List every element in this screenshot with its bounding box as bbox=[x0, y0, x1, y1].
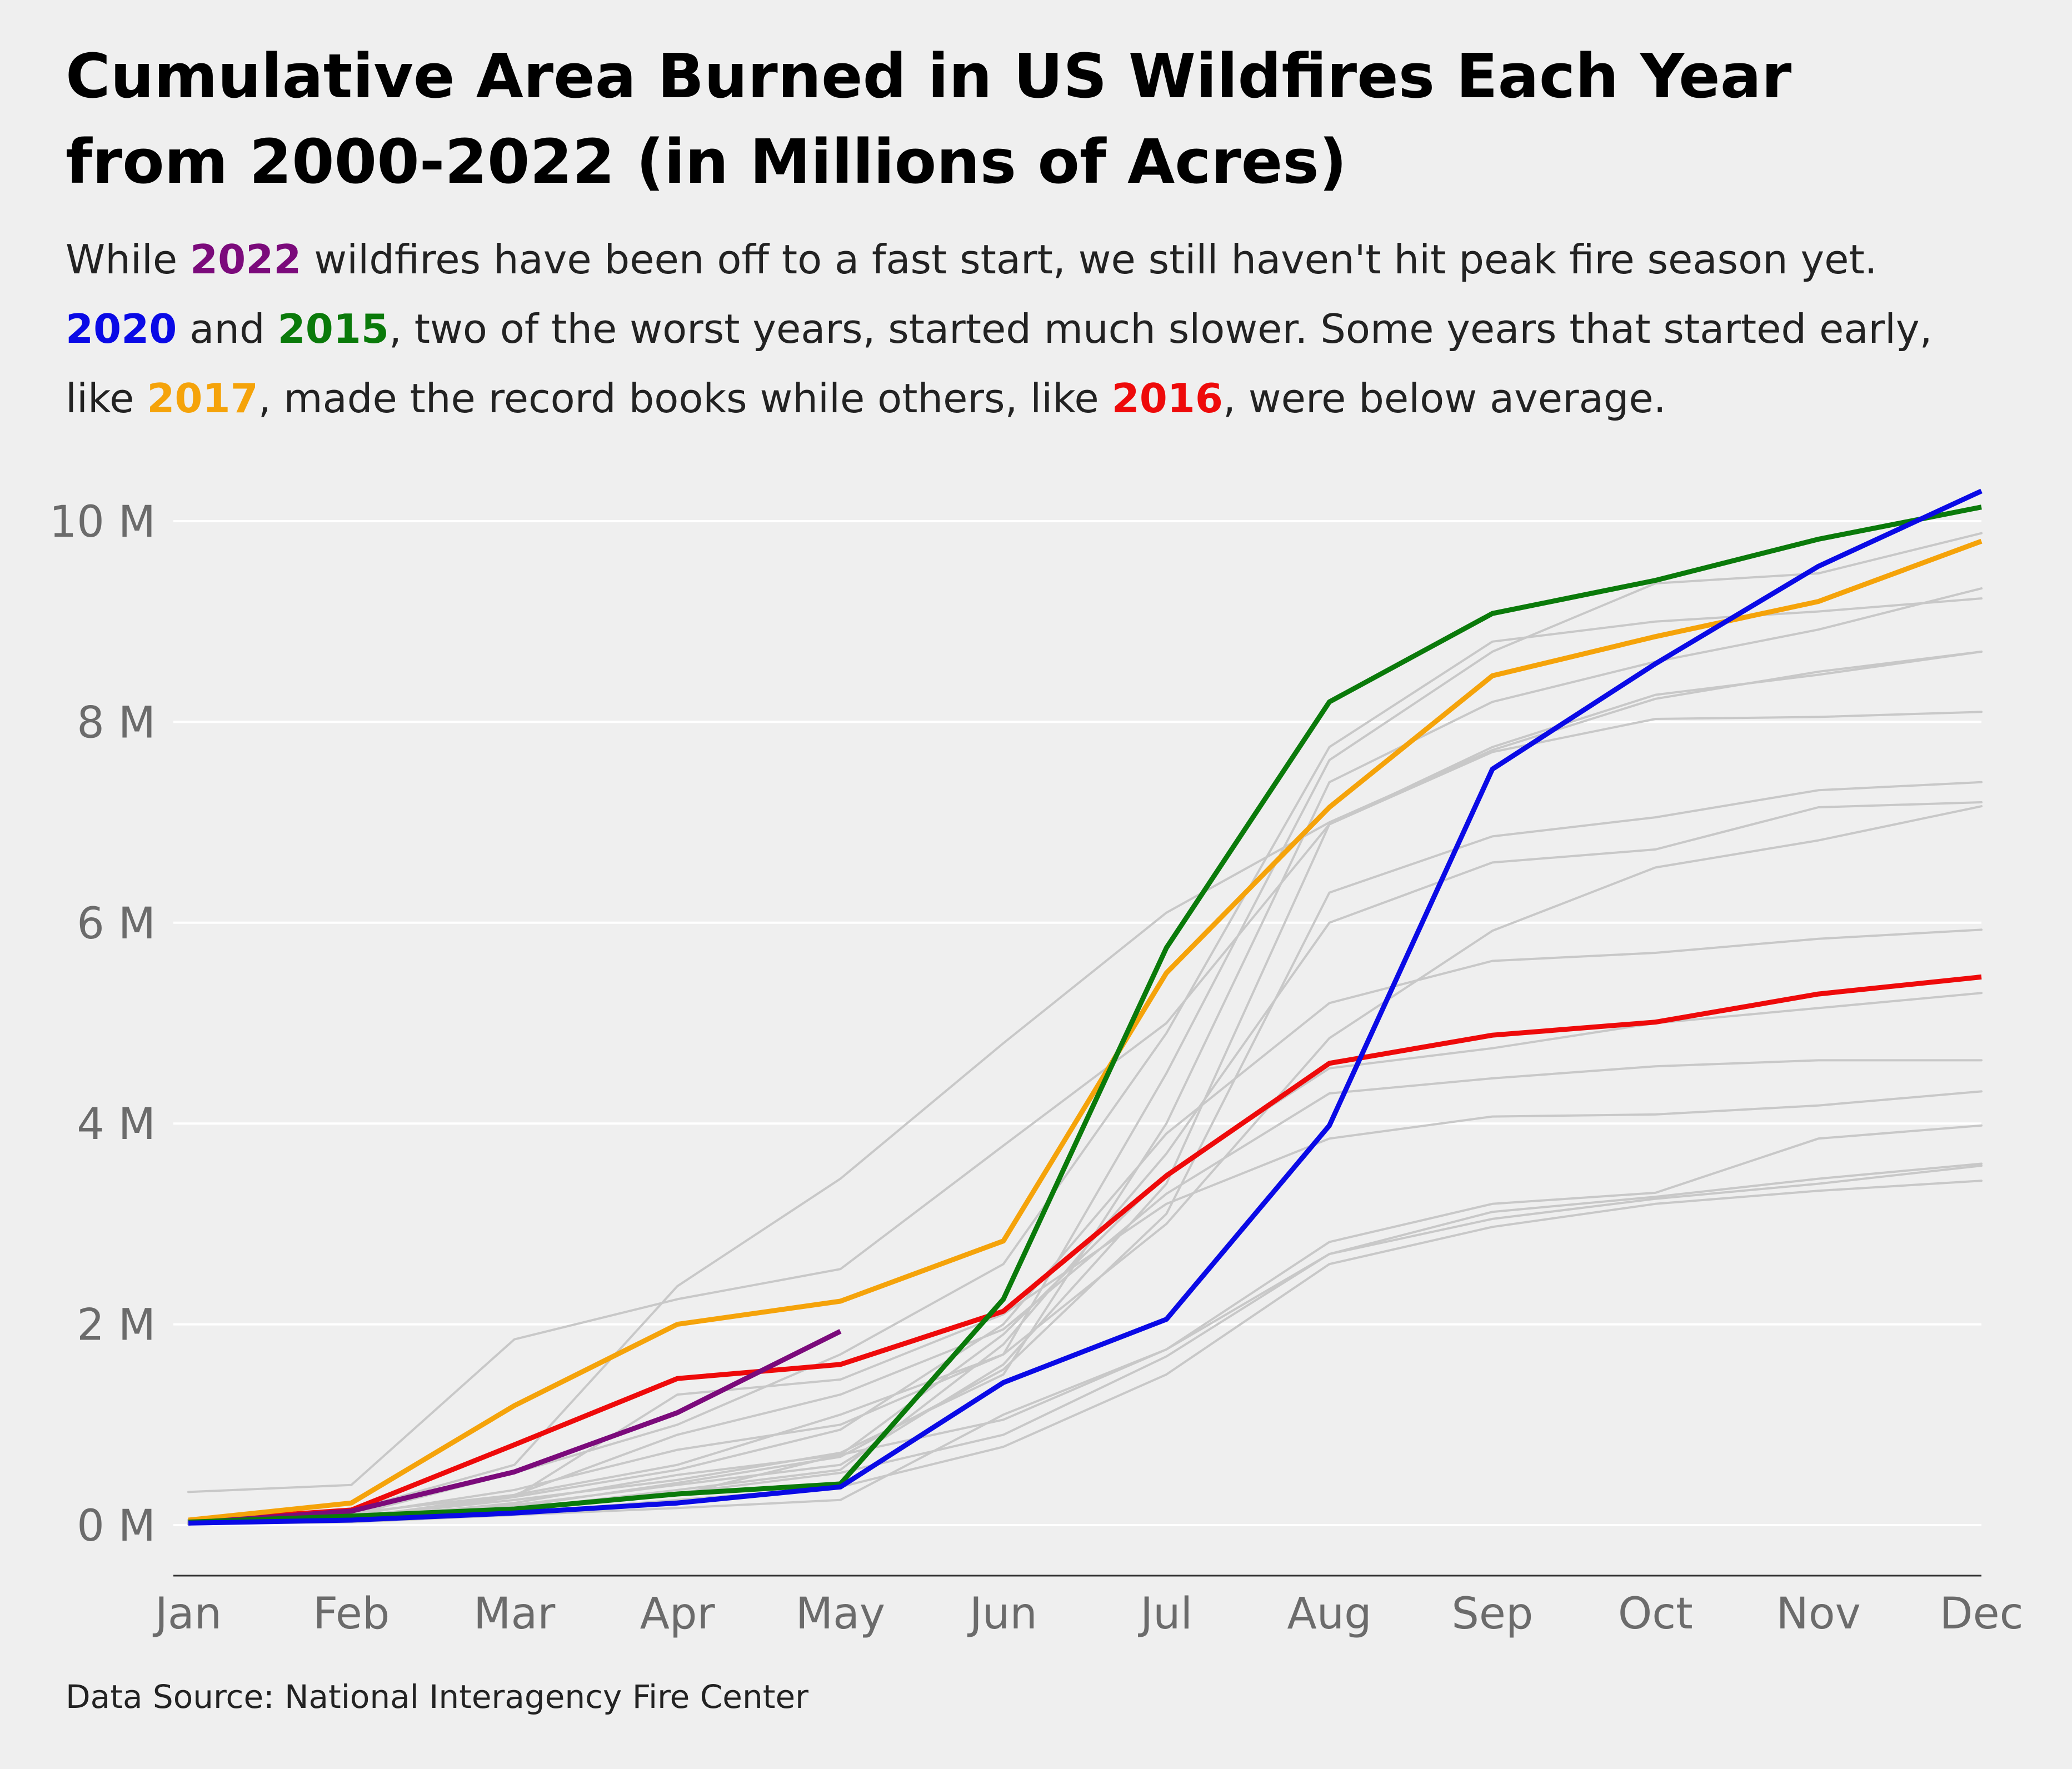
background-series-line bbox=[187, 781, 1983, 1526]
data-source-note: Data Source: National Interagency Fire C… bbox=[66, 1678, 808, 1716]
background-series-line bbox=[187, 1059, 1983, 1525]
background-series-line bbox=[187, 1090, 1983, 1526]
x-tick-label: Nov bbox=[1776, 1589, 1861, 1639]
chart-title-line1: Cumulative Area Burned in US Wildfires E… bbox=[66, 41, 1792, 112]
axes: 0 M 2 M 4 M 6 M 8 M 10 M Jan Feb Mar Apr May Jun Jul… bbox=[49, 497, 2024, 1639]
subtitle-text: and bbox=[177, 306, 278, 352]
background-series-line bbox=[187, 801, 1983, 1525]
subtitle-text: , were below average. bbox=[1222, 375, 1666, 422]
subtitle-line2: 2020 and 2015, two of the worst years, s… bbox=[66, 294, 2038, 364]
background-series-line bbox=[187, 711, 1983, 1525]
x-tick-label: Dec bbox=[1940, 1589, 2024, 1639]
highlight-2017: 2017 bbox=[147, 375, 258, 422]
y-tick-label: 0 M bbox=[77, 1501, 156, 1551]
x-tick-label: Jun bbox=[967, 1589, 1037, 1639]
series-line-2015 bbox=[188, 504, 1982, 1525]
y-tick-label: 8 M bbox=[77, 698, 156, 748]
background-series-line bbox=[187, 1165, 1983, 1526]
background-series-line bbox=[187, 992, 1983, 1526]
highlighted-series-group bbox=[188, 488, 1983, 1526]
subtitle-text: , made the record books while others, li… bbox=[258, 375, 1112, 422]
background-series-line bbox=[187, 650, 1983, 1493]
subtitle-line3: like 2017, made the record books while o… bbox=[66, 364, 2038, 433]
series-line-2016 bbox=[188, 974, 1982, 1524]
x-tick-label: Feb bbox=[313, 1589, 390, 1639]
gridlines bbox=[173, 520, 1981, 1526]
series-line-2022 bbox=[188, 1329, 842, 1526]
subtitle-text: wildfires have been off to a fast start,… bbox=[301, 236, 1878, 283]
background-series-line bbox=[187, 805, 1983, 1523]
y-tick-label: 6 M bbox=[77, 899, 156, 949]
highlight-2015: 2015 bbox=[277, 306, 390, 352]
highlight-2022: 2022 bbox=[190, 236, 302, 283]
y-tick-label: 4 M bbox=[77, 1100, 156, 1150]
background-series-line bbox=[187, 532, 1983, 1523]
x-tick-label: Apr bbox=[640, 1589, 716, 1639]
chart-title: Cumulative Area Burned in US Wildfires E… bbox=[66, 33, 2010, 204]
y-tick-label: 2 M bbox=[77, 1301, 156, 1351]
series-line-2017 bbox=[188, 538, 1983, 1523]
highlight-2020: 2020 bbox=[66, 306, 177, 352]
background-series-line bbox=[187, 650, 1983, 1521]
chart-subtitle: While 2022 wildfires have been off to a … bbox=[66, 225, 2038, 433]
x-tick-label: Jan bbox=[152, 1589, 222, 1639]
x-tick-label: Mar bbox=[473, 1589, 556, 1639]
subtitle-text: While bbox=[66, 236, 191, 283]
subtitle-text: , two of the worst years, started much s… bbox=[389, 306, 1933, 352]
x-tick-label: Oct bbox=[1618, 1589, 1693, 1639]
y-tick-label: 10 M bbox=[49, 497, 156, 547]
x-tick-label: Sep bbox=[1451, 1589, 1533, 1639]
x-tick-label: Aug bbox=[1287, 1589, 1371, 1639]
chart-title-line2: from 2000-2022 (in Millions of Acres) bbox=[66, 126, 1347, 197]
x-tick-label: May bbox=[796, 1589, 885, 1639]
background-series-group bbox=[187, 532, 1983, 1526]
series-line-2020 bbox=[188, 488, 1983, 1526]
subtitle-text: like bbox=[66, 375, 147, 422]
highlight-2016: 2016 bbox=[1111, 375, 1223, 422]
x-tick-label: Jul bbox=[1137, 1589, 1192, 1639]
subtitle-line1: While 2022 wildfires have been off to a … bbox=[66, 225, 2038, 294]
